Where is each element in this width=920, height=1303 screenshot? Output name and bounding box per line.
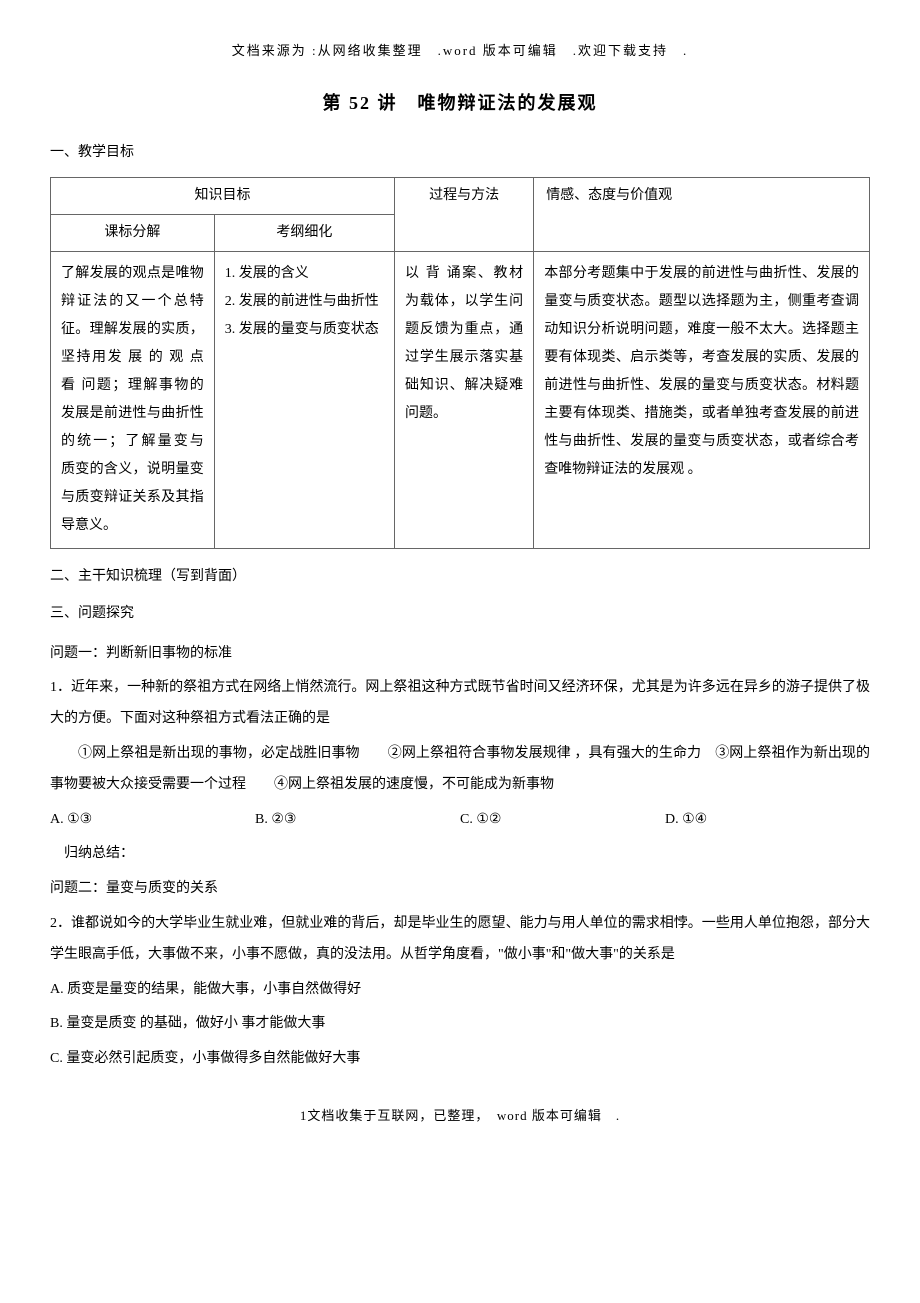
option-d: D. ①④ (665, 805, 870, 836)
cell-emotion: 本部分考题集中于发展的前进性与曲折性、发展的量变与质变状态。题型以选择题为主，侧… (534, 252, 870, 549)
question-1-choices: ①网上祭祖是新出现的事物，必定战胜旧事物 ②网上祭祖符合事物发展规律 ，具有强大… (50, 739, 870, 801)
footer-note: 1文档收集于互联网，已整理， word 版本可编辑 . (50, 1105, 870, 1124)
th-kaogang: 考纲细化 (214, 215, 394, 252)
cell-kaogang: 1. 发展的含义 2. 发展的前进性与曲折性 3. 发展的量变与质变状态 (214, 252, 394, 549)
question-1-options: A. ①③ B. ②③ C. ①② D. ①④ (50, 805, 870, 836)
question-2-option-b: B. 量变是质变 的基础，做好小 事才能做大事 (50, 1009, 870, 1040)
summary-1: 归纳总结： (64, 839, 870, 870)
question-2-title: 问题二：量变与质变的关系 (50, 874, 870, 905)
section-2-heading: 二、主干知识梳理（写到背面） (50, 564, 870, 589)
question-2-stem: 2．谁都说如今的大学毕业生就业难，但就业难的背后，却是毕业生的愿望、能力与用人单… (50, 909, 870, 971)
cell-process: 以 背 诵案、教材为载体，以学生问题反馈为重点，通过学生展示落实基础知识、解决疑… (394, 252, 533, 549)
table-content-row: 了解发展的观点是唯物 辩证法的又一个总特征。理解发展的实质，坚持用发 展 的 观… (51, 252, 870, 549)
th-kebiao: 课标分解 (51, 215, 215, 252)
question-1-title: 问题一：判断新旧事物的标准 (50, 639, 870, 670)
question-2-option-a: A. 质变是量变的结果，能做大事，小事自然做得好 (50, 975, 870, 1006)
cell-kebiao: 了解发展的观点是唯物 辩证法的又一个总特征。理解发展的实质，坚持用发 展 的 观… (51, 252, 215, 549)
section-3-heading: 三、问题探究 (50, 601, 870, 626)
question-2-option-c: C. 量变必然引起质变，小事做得多自然能做好大事 (50, 1044, 870, 1075)
th-process: 过程与方法 (394, 178, 533, 252)
option-a: A. ①③ (50, 805, 255, 836)
header-note: 文档来源为 :从网络收集整理 .word 版本可编辑 .欢迎下载支持 . (50, 40, 870, 59)
page-title: 第 52 讲 唯物辩证法的发展观 (50, 89, 870, 115)
question-1-stem: 1．近年来，一种新的祭祖方式在网络上悄然流行。网上祭祖这种方式既节省时间又经济环… (50, 673, 870, 735)
th-emotion: 情感、态度与价值观 (534, 178, 870, 252)
table-header-row: 知识目标 过程与方法 情感、态度与价值观 (51, 178, 870, 215)
option-c: C. ①② (460, 805, 665, 836)
th-knowledge: 知识目标 (51, 178, 395, 215)
option-b: B. ②③ (255, 805, 460, 836)
objectives-table: 知识目标 过程与方法 情感、态度与价值观 课标分解 考纲细化 了解发展的观点是唯… (50, 177, 870, 549)
section-1-heading: 一、教学目标 (50, 140, 870, 165)
